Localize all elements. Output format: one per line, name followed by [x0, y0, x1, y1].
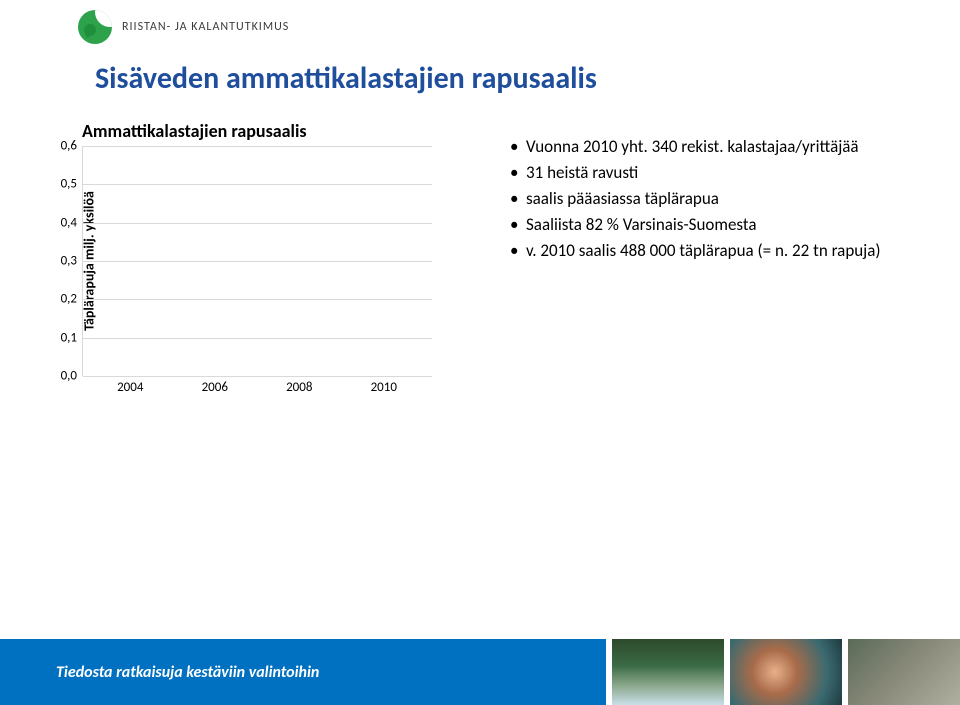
- chart-xtick: 2008: [257, 380, 342, 395]
- bullet-item: 31 heistä ravusti: [510, 162, 910, 185]
- chart-ytick: 0,3: [61, 254, 83, 269]
- chart-ytick: 0,2: [61, 292, 83, 307]
- bullet-item: Saaliista 82 % Varsinais-Suomesta: [510, 214, 910, 237]
- page-title: Sisäveden ammattikalastajien rapusaalis: [95, 60, 597, 97]
- chart-xtick: 2004: [88, 380, 173, 395]
- footer-images: [606, 639, 960, 705]
- bullet-list: Vuonna 2010 yht. 340 rekist. kalastajaa/…: [510, 136, 910, 266]
- chart-gridline: [83, 376, 432, 377]
- bullet-item: saalis pääasiassa täplärapua: [510, 188, 910, 211]
- chart-ytick: 0,0: [61, 369, 83, 384]
- chart-ytick: 0,5: [61, 177, 83, 192]
- logo-text: RIISTAN- JA KALANTUTKIMUS: [122, 20, 289, 34]
- header: RIISTAN- JA KALANTUTKIMUS: [78, 10, 289, 44]
- footer-image-river: [612, 639, 724, 705]
- chart-ytick: 0,6: [61, 139, 83, 154]
- chart-ytick: 0,4: [61, 215, 83, 230]
- chart: Ammattikalastajien rapusaalis Täplärapuj…: [82, 120, 432, 395]
- footer-image-fish: [730, 639, 842, 705]
- chart-ytick: 0,1: [61, 330, 83, 345]
- footer-image-wolf: [848, 639, 960, 705]
- chart-plot-area: Täplärapuja milj. yksilöä 0,00,10,20,30,…: [82, 146, 432, 376]
- logo-icon: [78, 10, 112, 44]
- chart-xtick: 2006: [173, 380, 258, 395]
- chart-xtick: 2010: [342, 380, 427, 395]
- bullet-item: v. 2010 saalis 488 000 täplärapua (= n. …: [510, 240, 910, 263]
- bullet-item: Vuonna 2010 yht. 340 rekist. kalastajaa/…: [510, 136, 910, 159]
- chart-xaxis: 2004200620082010: [82, 376, 432, 395]
- footer-text: Tiedosta ratkaisuja kestäviin valintoihi…: [0, 639, 606, 705]
- footer: Tiedosta ratkaisuja kestäviin valintoihi…: [0, 639, 960, 705]
- chart-title: Ammattikalastajien rapusaalis: [82, 120, 432, 142]
